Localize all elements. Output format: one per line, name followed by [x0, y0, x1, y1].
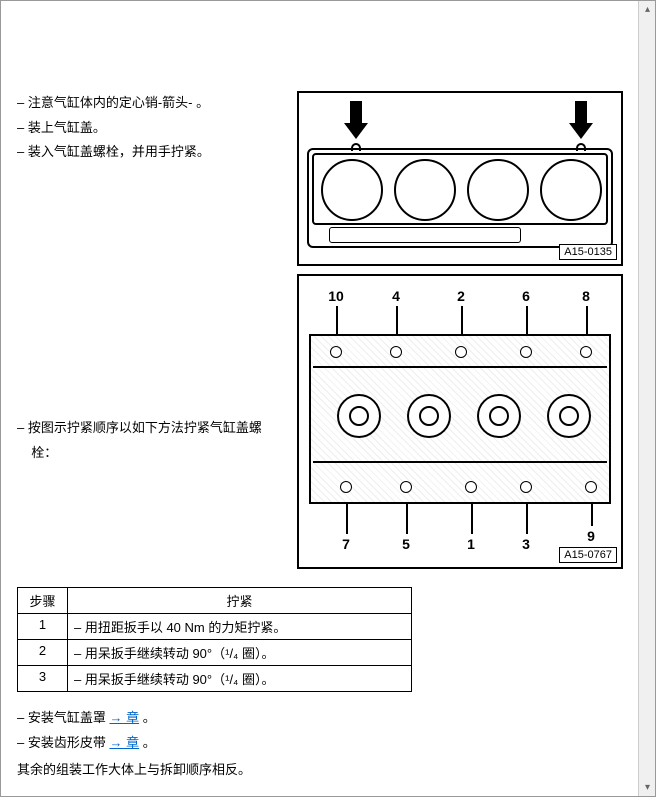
table-row: 1 – 用扭距扳手以 40 Nm 的力矩拧紧。	[18, 614, 412, 640]
bolt-hole	[400, 481, 412, 493]
detail-line	[313, 366, 607, 368]
leader-line	[406, 504, 408, 534]
footer-line: 安装齿形皮带 → 章 。	[17, 731, 623, 756]
bullet-item: 注意气缸体内的定心销-箭头- 。	[17, 91, 287, 116]
cylinder-bore	[394, 159, 456, 221]
arrow-head-icon	[344, 123, 368, 139]
bolt-number: 5	[396, 536, 416, 552]
cylinder-bore	[540, 159, 602, 221]
cylinder-bore	[321, 159, 383, 221]
leader-line	[591, 504, 593, 526]
left-text-1: 注意气缸体内的定心销-箭头- 。 装上气缸盖。 装入气缸盖螺栓，并用手拧紧。	[17, 91, 297, 577]
detail-line	[313, 461, 607, 463]
bolt-number: 6	[516, 288, 536, 304]
figure-gasket: A15-0135	[297, 91, 623, 266]
bullet-list-2: 按图示拧紧顺序以如下方法拧紧气缸盖螺栓：	[17, 416, 287, 465]
table-row: 2 – 用呆扳手继续转动 90°（¹/₄ 圈）。	[18, 640, 412, 666]
bolt-number: 7	[336, 536, 356, 552]
footer-line: 安装气缸盖罩 → 章 。	[17, 706, 623, 731]
figure-col-1: A15-0135 10 4 2 6 8	[297, 91, 623, 577]
leader-line	[336, 306, 338, 336]
gasket-detail	[329, 227, 521, 243]
page-content: 注意气缸体内的定心销-箭头- 。 装上气缸盖。 装入气缸盖螺栓，并用手拧紧。	[1, 1, 631, 788]
arrow-head-icon	[569, 123, 593, 139]
vertical-scrollbar[interactable]: ▴ ▾	[638, 1, 655, 796]
leader-line	[471, 504, 473, 534]
bolt-number: 1	[461, 536, 481, 552]
bolt-hole	[580, 346, 592, 358]
scroll-down-icon[interactable]: ▾	[639, 779, 656, 796]
arrow-icon	[575, 101, 587, 125]
bolt-number: 9	[581, 528, 601, 544]
table-header: 拧紧	[68, 588, 412, 614]
table-header: 步骤	[18, 588, 68, 614]
cam-bore-inner	[419, 406, 439, 426]
table-row: 3 – 用呆扳手继续转动 90°（¹/₄ 圈）。	[18, 666, 412, 692]
bullet-list-1: 注意气缸体内的定心销-箭头- 。 装上气缸盖。 装入气缸盖螺栓，并用手拧紧。	[17, 91, 287, 165]
leader-line	[346, 504, 348, 534]
cam-bore-inner	[349, 406, 369, 426]
dowel-pin	[576, 143, 586, 151]
footer-text: 安装气缸盖罩	[28, 710, 110, 725]
chapter-link[interactable]: → 章	[109, 735, 139, 750]
table-cell: 3	[18, 666, 68, 692]
bullet-item: 装入气缸盖螺栓，并用手拧紧。	[17, 140, 287, 165]
bolt-hole	[520, 481, 532, 493]
figure-head-bolts: 10 4 2 6 8	[297, 274, 623, 569]
bolt-hole	[520, 346, 532, 358]
cam-bore-inner	[559, 406, 579, 426]
bullet-item: 按图示拧紧顺序以如下方法拧紧气缸盖螺栓：	[17, 416, 287, 465]
bullet-item: 装上气缸盖。	[17, 116, 287, 141]
bolt-hole	[330, 346, 342, 358]
bolt-hole	[465, 481, 477, 493]
section-gasket: 注意气缸体内的定心销-箭头- 。 装上气缸盖。 装入气缸盖螺栓，并用手拧紧。	[17, 91, 623, 577]
footer-text: 其余的组装工作大体上与拆卸顺序相反。	[17, 759, 623, 778]
table-cell: – 用呆扳手继续转动 90°（¹/₄ 圈）。	[68, 640, 412, 666]
bolt-number: 3	[516, 536, 536, 552]
tightening-table: 步骤 拧紧 1 – 用扭距扳手以 40 Nm 的力矩拧紧。 2 – 用呆扳手继续…	[17, 587, 412, 692]
arrow-icon	[350, 101, 362, 125]
bolt-hole	[585, 481, 597, 493]
cylinder-bore	[467, 159, 529, 221]
table-cell: – 用扭距扳手以 40 Nm 的力矩拧紧。	[68, 614, 412, 640]
leader-line	[586, 306, 588, 336]
leader-line	[461, 306, 463, 336]
chapter-link[interactable]: → 章	[109, 710, 139, 725]
period: 。	[139, 710, 156, 725]
bolt-number: 10	[326, 288, 346, 304]
table-cell: – 用呆扳手继续转动 90°（¹/₄ 圈）。	[68, 666, 412, 692]
table-cell: 2	[18, 640, 68, 666]
bolt-hole	[390, 346, 402, 358]
footer-text: 安装齿形皮带	[28, 735, 110, 750]
cam-bore-inner	[489, 406, 509, 426]
table-cell: 1	[18, 614, 68, 640]
leader-line	[526, 504, 528, 534]
leader-line	[396, 306, 398, 336]
table-header-row: 步骤 拧紧	[18, 588, 412, 614]
bolt-number: 2	[451, 288, 471, 304]
leader-line	[526, 306, 528, 336]
bolt-number: 8	[576, 288, 596, 304]
bolt-hole	[455, 346, 467, 358]
left-text-2: 按图示拧紧顺序以如下方法拧紧气缸盖螺栓：	[17, 416, 287, 465]
dowel-pin	[351, 143, 361, 151]
bolt-number: 4	[386, 288, 406, 304]
figure-label: A15-0135	[559, 244, 617, 260]
period: 。	[139, 735, 156, 750]
figure-label: A15-0767	[559, 547, 617, 563]
footer-links: 安装气缸盖罩 → 章 。 安装齿形皮带 → 章 。 其余的组装工作大体上与拆卸顺…	[17, 706, 623, 778]
scroll-up-icon[interactable]: ▴	[639, 1, 656, 18]
bolt-hole	[340, 481, 352, 493]
